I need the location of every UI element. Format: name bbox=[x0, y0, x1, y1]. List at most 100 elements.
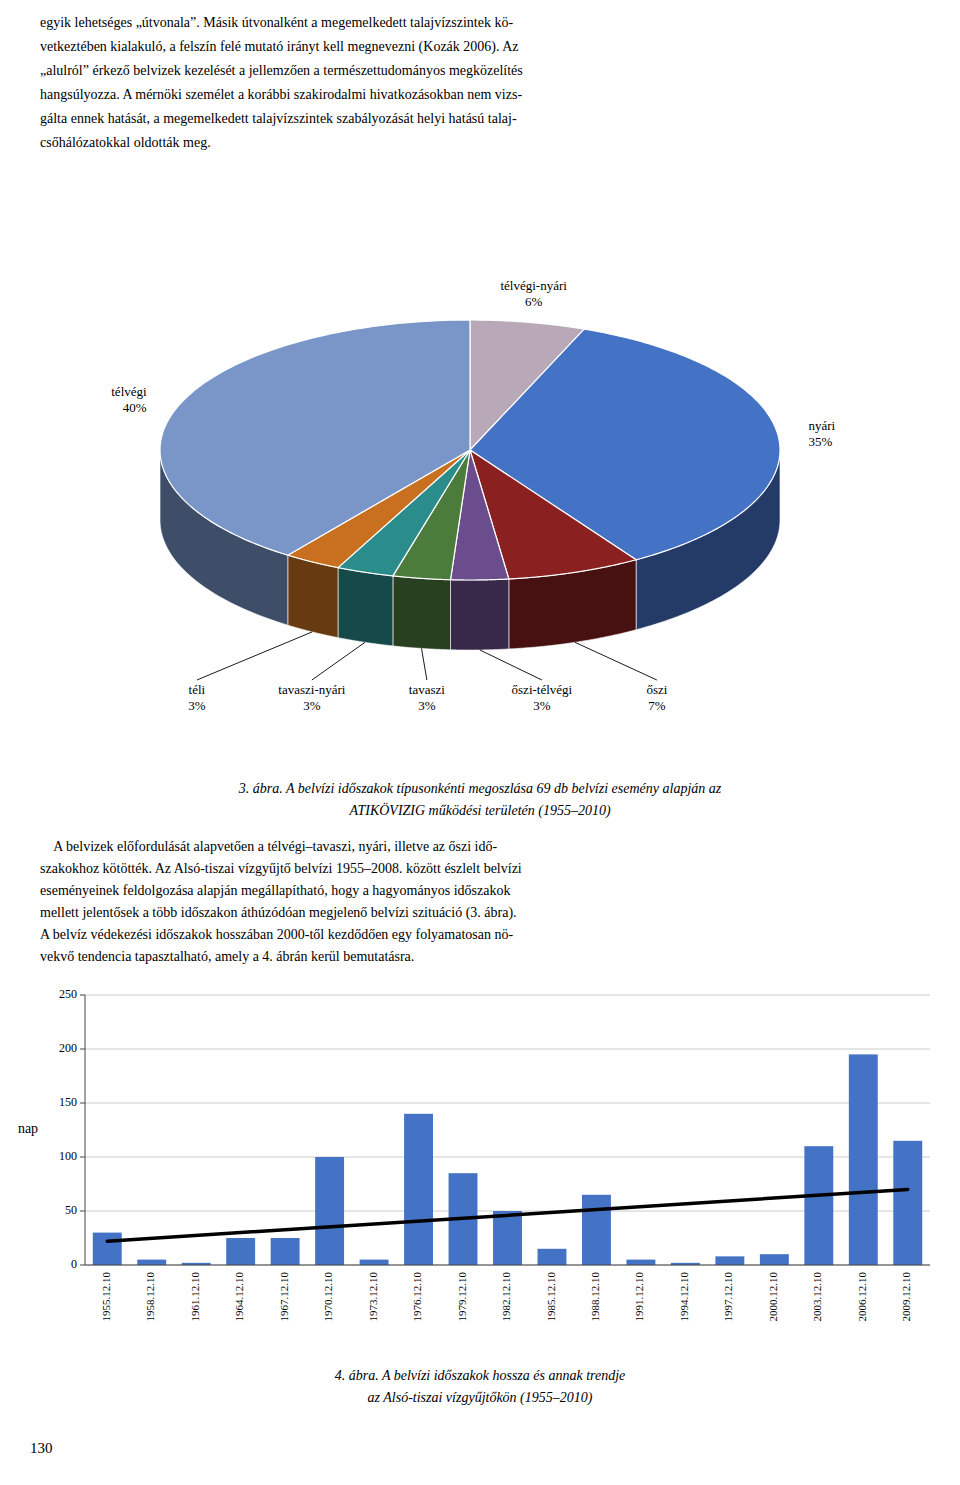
pie-label: télvégi bbox=[111, 384, 147, 399]
tick bbox=[80, 1265, 85, 1266]
pie-value-label: 3% bbox=[533, 698, 551, 713]
tick-label: 1991.12.10 bbox=[633, 1272, 645, 1322]
body-text: vetkeztében kialakuló, a felszín felé mu… bbox=[40, 39, 519, 55]
bar bbox=[226, 1238, 255, 1265]
pie-chart bbox=[160, 320, 780, 650]
bar bbox=[360, 1260, 389, 1265]
pie-slice-side bbox=[451, 579, 509, 650]
leader-line bbox=[312, 642, 365, 680]
pie-value-label: 3% bbox=[188, 698, 206, 713]
tick-label: 1973.12.10 bbox=[367, 1272, 379, 1322]
page-number: 130 bbox=[30, 1440, 53, 1456]
tick-label: 100 bbox=[59, 1149, 77, 1163]
pie-label: télvégi-nyári bbox=[500, 278, 567, 293]
tick-label: 1955.12.10 bbox=[100, 1272, 112, 1322]
pie-slice-side bbox=[338, 568, 393, 646]
bar bbox=[538, 1249, 567, 1265]
bar-chart: 0 50 100 150 200 250 1955.12.10 1958.12.10 1961.… bbox=[18, 987, 930, 1322]
bar bbox=[893, 1141, 922, 1265]
tick-label: 2006.12.10 bbox=[856, 1272, 868, 1322]
tick-label: 1994.12.10 bbox=[678, 1272, 690, 1322]
body-text: „alulról” érkező belvizek kezelését a je… bbox=[40, 63, 523, 78]
tick bbox=[80, 1211, 85, 1212]
tick-label: 1985.12.10 bbox=[545, 1272, 557, 1322]
bar bbox=[93, 1233, 122, 1265]
tick-label: 50 bbox=[65, 1203, 77, 1217]
y-axis bbox=[85, 995, 86, 1265]
bar bbox=[315, 1157, 344, 1265]
plot-area bbox=[93, 1054, 922, 1265]
pie-slice-side bbox=[288, 555, 338, 637]
tick-label: 200 bbox=[59, 1041, 77, 1055]
pie-value-label: 6% bbox=[525, 294, 543, 309]
tick-label: 2000.12.10 bbox=[767, 1272, 779, 1322]
bar bbox=[849, 1054, 878, 1265]
pie-slice-side bbox=[393, 576, 451, 650]
tick-label: 1997.12.10 bbox=[722, 1272, 734, 1322]
grid-line bbox=[85, 1103, 930, 1104]
tick bbox=[80, 995, 85, 996]
bar bbox=[493, 1211, 522, 1265]
tick-label: 1958.12.10 bbox=[144, 1272, 156, 1322]
caption: 3. ábra. A belvízi időszakok típusonként… bbox=[238, 781, 722, 796]
body-text: szakokhoz kötötték. Az Alsó-tiszai vízgy… bbox=[40, 861, 522, 876]
leader-line bbox=[422, 648, 427, 680]
bar bbox=[760, 1254, 789, 1265]
body-text: A belvizek előfordulását alapvetően a té… bbox=[40, 839, 498, 854]
body-text: gálta ennek hatását, a megemelkedett tal… bbox=[40, 111, 517, 126]
bar bbox=[582, 1195, 611, 1265]
bar bbox=[715, 1256, 744, 1265]
tick-label: 150 bbox=[59, 1095, 77, 1109]
pie-label: nyári bbox=[808, 418, 835, 433]
axis-label: nap bbox=[18, 1121, 38, 1136]
body-text: csőhálózatokkal oldották meg. bbox=[40, 135, 211, 150]
pie-slice bbox=[160, 320, 470, 555]
x-axis bbox=[85, 1265, 930, 1266]
pie-value-label: 7% bbox=[648, 698, 666, 713]
bar bbox=[137, 1260, 166, 1265]
tick-label: 2003.12.10 bbox=[811, 1272, 823, 1322]
tick-label: 1976.12.10 bbox=[411, 1272, 423, 1322]
leader-line bbox=[575, 642, 657, 680]
body-text: egyik lehetséges „útvonala”. Másik útvon… bbox=[40, 15, 513, 30]
pie-label: téli bbox=[189, 682, 206, 697]
grid-line bbox=[85, 995, 930, 996]
tick-label: 1970.12.10 bbox=[322, 1272, 334, 1322]
leader-line bbox=[197, 632, 312, 680]
pie-label: tavaszi bbox=[409, 682, 445, 697]
tick-label: 250 bbox=[59, 987, 77, 1001]
body-text: vekvő tendencia tapasztalható, amely a 4… bbox=[40, 949, 414, 964]
bar bbox=[404, 1114, 433, 1265]
tick-label: 0 bbox=[71, 1257, 77, 1271]
pie-value-label: 3% bbox=[418, 698, 436, 713]
body-text: A belvíz védekezési időszakok hosszában … bbox=[40, 927, 513, 942]
tick bbox=[80, 1049, 85, 1050]
pie-label: őszi-télvégi bbox=[512, 682, 573, 697]
grid-line bbox=[85, 1049, 930, 1050]
leader-line bbox=[480, 650, 542, 680]
tick-label: 1988.12.10 bbox=[589, 1272, 601, 1322]
background bbox=[0, 0, 960, 1485]
bar bbox=[804, 1146, 833, 1265]
body-text: eseményeinek feldolgozása alapján megáll… bbox=[40, 883, 510, 898]
tick-label: 1979.12.10 bbox=[456, 1272, 468, 1322]
pie-value-label: 3% bbox=[303, 698, 321, 713]
tick-label: 2009.12.10 bbox=[900, 1272, 912, 1322]
trend-line bbox=[107, 1189, 908, 1241]
body-text: mellett jelentősek a több időszakon áthú… bbox=[40, 905, 517, 921]
tick-label: 1961.12.10 bbox=[189, 1272, 201, 1322]
caption: ATIKÖVIZIG működési területén (1955–2010… bbox=[348, 802, 610, 819]
tick-label: 1964.12.10 bbox=[233, 1272, 245, 1322]
bar bbox=[271, 1238, 300, 1265]
bar bbox=[626, 1260, 655, 1265]
tick-label: 1982.12.10 bbox=[500, 1272, 512, 1322]
tick bbox=[80, 1157, 85, 1158]
tick bbox=[80, 1103, 85, 1104]
pie-value-label: 35% bbox=[808, 434, 832, 449]
grid-line bbox=[85, 1265, 930, 1266]
tick-label: 1967.12.10 bbox=[278, 1272, 290, 1322]
caption: az Alsó-tiszai vízgyűjtőkön (1955–2010) bbox=[368, 1390, 593, 1406]
pie-value-label: 40% bbox=[123, 400, 147, 415]
grid-line bbox=[85, 1157, 930, 1158]
pie-label: őszi bbox=[646, 682, 667, 697]
